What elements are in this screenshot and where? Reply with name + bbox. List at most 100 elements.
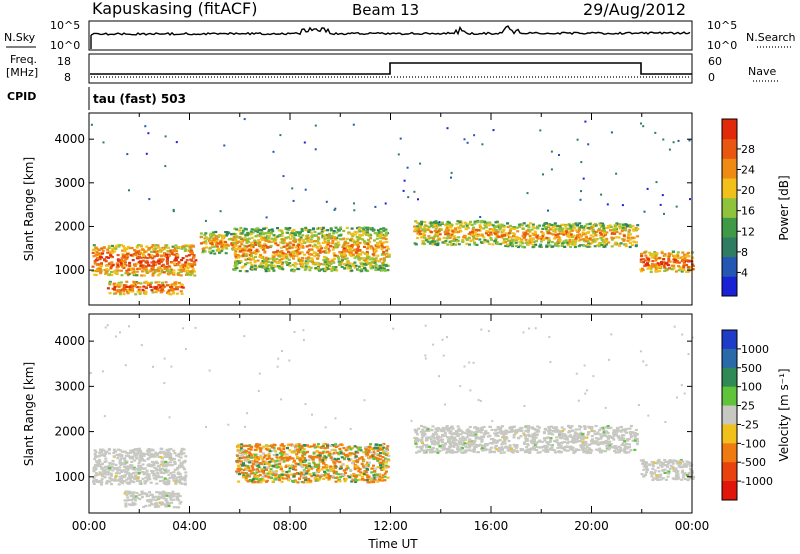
colorbar-cell <box>722 367 737 388</box>
power-colorbar-border <box>721 118 738 297</box>
colorbar-cell <box>722 348 737 369</box>
echo-region <box>199 230 235 255</box>
velocity-colorbar: 1000 500 100 25 -25 -100 -500 -1000 Velocity [m… <box>721 329 791 501</box>
colorbar-cell <box>722 276 737 297</box>
echo-region <box>91 244 198 277</box>
velocity-colorbar-ticks: 1000 500 100 25 -25 -100 -500 -1000 <box>737 343 773 488</box>
power-y-ticks: 1000 2000 3000 4000 <box>54 132 692 277</box>
x-tick-label: 00:00 <box>72 519 107 533</box>
colorbar-tick-label: 28 <box>741 143 755 156</box>
colorbar-cell <box>722 462 737 482</box>
colorbar-cell <box>722 330 737 350</box>
x-tick-label: 20:00 <box>574 519 609 533</box>
noise-right-tick-bottom: 10^0 <box>707 39 737 52</box>
colorbar-tick-label: -100 <box>741 437 766 450</box>
freq-strip-frame <box>88 53 693 84</box>
colorbar-tick-label: -25 <box>741 418 759 431</box>
echo-region <box>413 424 640 455</box>
x-tick-label: 08:00 <box>273 519 308 533</box>
colorbar-tick-label: 16 <box>741 205 755 218</box>
colorbar-cell <box>722 481 737 501</box>
power-panel-frame <box>89 113 692 305</box>
echo-region <box>106 280 185 296</box>
colorbar-tick-label: 500 <box>741 362 762 375</box>
station-title: Kapuskasing (fitACF) <box>92 0 257 18</box>
y-tick-label: 4000 <box>54 132 85 146</box>
colorbar-tick-label: 4 <box>741 266 748 279</box>
colorbar-cell <box>722 256 737 277</box>
velocity-ylabel: Slant Range [km] <box>22 362 36 466</box>
noise-strip-frame <box>88 20 693 51</box>
echo-region <box>413 219 499 247</box>
colorbar-tick-label: 8 <box>741 246 748 259</box>
echo-region <box>232 226 391 273</box>
colorbar-tick-label: -1000 <box>741 475 773 488</box>
colorbar-cell <box>722 237 737 258</box>
sparse-echoes <box>90 118 691 225</box>
power-colorbar: 4 8 12 16 20 24 28 Power [dB] <box>721 118 791 297</box>
noise-right-label: N.Search <box>746 31 796 44</box>
y-tick-label: 1000 <box>54 470 85 484</box>
cpid-text: tau (fast) 503 <box>93 92 186 106</box>
echo-region <box>123 490 183 509</box>
noise-trace <box>90 25 691 36</box>
colorbar-cell <box>722 424 737 444</box>
freq-left-label-1: Freq. <box>10 53 37 66</box>
velocity-panel-frame <box>89 314 692 513</box>
freq-right-label: Nave <box>748 65 776 78</box>
power-panel: 1000 2000 3000 4000 Slant Range [km] <box>22 112 695 306</box>
echo-region <box>92 447 188 486</box>
date-title: 29/Aug/2012 <box>583 0 686 19</box>
freq-left-label-2: [MHz] <box>6 66 38 79</box>
noise-right-tick-top: 10^5 <box>707 19 737 32</box>
colorbar-tick-label: 24 <box>741 164 755 177</box>
x-tick-label: 00:00 <box>675 519 710 533</box>
noise-left-tick-bottom: 10^0 <box>50 39 80 52</box>
noise-left-label: N.Sky <box>4 31 36 44</box>
colorbar-cell <box>722 119 737 140</box>
velocity-colorbar-cells <box>722 330 737 501</box>
colorbar-cell <box>722 138 737 159</box>
freq-right-tick-top: 60 <box>708 55 722 68</box>
colorbar-tick-label: 20 <box>741 184 755 197</box>
velocity-colorbar-label: Velocity [m s⁻¹] <box>777 368 791 461</box>
colorbar-cell <box>722 405 737 425</box>
power-ylabel: Slant Range [km] <box>22 157 36 261</box>
colorbar-tick-label: 100 <box>741 381 762 394</box>
velocity-data-layer <box>89 324 695 509</box>
echo-region <box>639 250 695 274</box>
echo-region <box>496 222 640 249</box>
sparse-echoes <box>89 324 694 431</box>
y-tick-label: 4000 <box>54 334 85 348</box>
y-tick-label: 2000 <box>54 219 85 233</box>
freq-right-tick-bottom: 0 <box>708 71 715 84</box>
colorbar-cell <box>722 217 737 238</box>
x-tick-label: 04:00 <box>172 519 207 533</box>
power-colorbar-label: Power [dB] <box>777 175 791 240</box>
colorbar-tick-label: 25 <box>741 400 755 413</box>
x-tick-label: 12:00 <box>373 519 408 533</box>
power-colorbar-ticks: 4 8 12 16 20 24 28 <box>737 143 755 279</box>
colorbar-cell <box>722 197 737 218</box>
colorbar-cell <box>722 158 737 179</box>
y-tick-label: 3000 <box>54 379 85 393</box>
colorbar-cell <box>722 178 737 199</box>
power-colorbar-cells <box>722 119 737 297</box>
colorbar-tick-label: 12 <box>741 225 755 238</box>
colorbar-tick-label: 1000 <box>741 343 769 356</box>
x-tick-label: 16:00 <box>474 519 509 533</box>
velocity-colorbar-border <box>721 329 738 501</box>
freq-trace <box>90 62 692 75</box>
power-data-layer <box>90 118 695 296</box>
freq-left-tick-top: 18 <box>57 55 71 68</box>
y-tick-label: 1000 <box>54 263 85 277</box>
beam-title: Beam 13 <box>352 1 419 19</box>
freq-left-tick-bottom: 8 <box>64 71 71 84</box>
y-tick-label: 3000 <box>54 176 85 190</box>
velocity-x-tick-labels: 00:00 04:00 08:00 12:00 16:00 20:00 00:00 <box>72 519 710 533</box>
y-tick-label: 2000 <box>54 425 85 439</box>
colorbar-cell <box>722 443 737 463</box>
noise-left-tick-top: 10^5 <box>50 19 80 32</box>
